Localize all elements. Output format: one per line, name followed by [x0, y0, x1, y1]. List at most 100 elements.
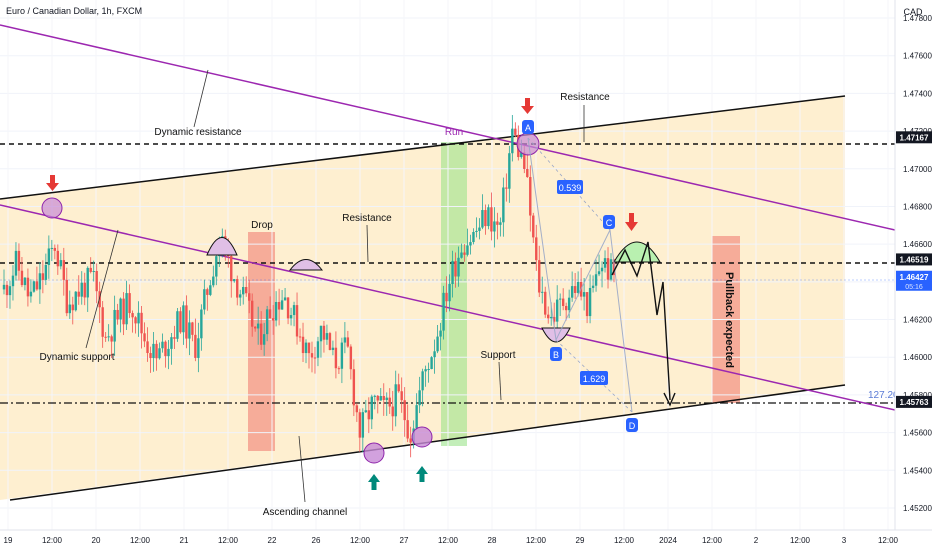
candle-body — [122, 298, 125, 325]
label-fib-extension: 127.20% — [868, 390, 908, 401]
candle-body — [427, 369, 430, 371]
candle-body — [173, 337, 176, 339]
candle-body — [265, 309, 269, 335]
candle-body — [292, 305, 296, 316]
price-label-value: 1.46427 — [900, 273, 929, 282]
candle-body — [597, 271, 601, 275]
candle-body — [567, 297, 571, 311]
candle-body — [197, 338, 200, 358]
time-tick-label: 12:00 — [702, 536, 723, 545]
candle-body — [295, 305, 299, 337]
resistance-arc-2 — [288, 259, 324, 271]
callout-resistance-mid — [366, 224, 369, 263]
label-resistance-mid: Resistance — [342, 213, 392, 224]
candle-body — [316, 341, 320, 358]
candle-body — [433, 351, 436, 358]
time-tick-label: 12:00 — [350, 536, 371, 545]
price-tick-label: 1.45400 — [903, 466, 932, 475]
candle-body — [125, 293, 128, 325]
candle-body — [343, 337, 347, 343]
candle-body — [349, 346, 353, 370]
candle-body — [594, 274, 598, 286]
candle-body — [298, 336, 302, 338]
swing-circle-low-2 — [411, 426, 433, 448]
candle-body — [110, 336, 113, 342]
time-tick-label: 12:00 — [130, 536, 151, 545]
callout-dynamic-resistance — [193, 69, 209, 128]
candle-body — [552, 316, 556, 322]
candle-body — [271, 318, 275, 321]
time-tick-label: 20 — [92, 536, 101, 545]
candle-body — [358, 412, 362, 438]
ratio-bc-label: 0.539 — [559, 183, 582, 193]
price-axis-labels: 1.47167 1.46519 1.46427 05:16 1.45763 — [896, 131, 932, 408]
channel-upper-line — [0, 95, 846, 200]
candle-body — [80, 282, 83, 297]
candle-body — [233, 279, 236, 282]
candle-body — [289, 315, 293, 319]
candle-body — [409, 438, 412, 443]
candle-body — [475, 230, 478, 233]
candle-body — [558, 298, 562, 300]
candle-body — [325, 333, 329, 340]
candle-body — [436, 336, 439, 352]
run-zone — [441, 142, 467, 446]
candle-body — [286, 297, 290, 319]
dynamic-support-line — [0, 204, 896, 411]
candle-body — [17, 250, 21, 271]
candle-body — [582, 292, 586, 297]
time-tick-label: 28 — [488, 536, 497, 545]
candle-body — [95, 271, 98, 292]
candle-body — [304, 342, 308, 354]
candle-body — [340, 342, 344, 369]
candle-body — [307, 342, 311, 354]
candle-body — [41, 273, 45, 280]
candle-body — [454, 260, 457, 277]
candle-body — [23, 277, 27, 286]
candle-body — [457, 257, 460, 277]
candle-body — [535, 237, 538, 261]
point-a-badge: A — [522, 120, 534, 134]
candle-body — [128, 293, 131, 314]
candle-body — [194, 334, 197, 358]
candle-body — [313, 357, 317, 359]
candle-body — [532, 215, 535, 238]
time-tick-label: 22 — [268, 536, 277, 545]
point-b-badge: B — [550, 347, 562, 361]
time-tick-label: 29 — [576, 536, 585, 545]
swing-circle-low-1 — [363, 442, 385, 464]
candle-body — [230, 256, 233, 282]
time-tick-label: 12:00 — [614, 536, 635, 545]
candle-body — [101, 307, 104, 337]
candle-body — [29, 291, 33, 297]
candle-body — [158, 348, 161, 359]
time-tick-label: 2024 — [659, 536, 677, 545]
price-tick-label: 1.47000 — [903, 165, 932, 174]
candle-body — [603, 258, 607, 268]
candle-body — [493, 221, 496, 232]
price-label-value: 1.46519 — [900, 255, 929, 264]
candle-body — [481, 210, 484, 228]
candle-body — [322, 325, 326, 340]
currency-label: CAD — [903, 7, 923, 17]
label-dynamic-resistance: Dynamic resistance — [154, 127, 242, 138]
candle-body — [35, 281, 39, 290]
callout-support — [498, 361, 502, 401]
candle-body — [391, 406, 394, 417]
candle-body — [573, 286, 577, 293]
candle-body — [262, 334, 266, 345]
time-tick-label: 12:00 — [438, 536, 459, 545]
candle-body — [89, 267, 92, 272]
candle-body — [484, 210, 487, 227]
time-tick-label: 12:00 — [878, 536, 899, 545]
candle-body — [50, 247, 54, 249]
candle-body — [600, 267, 604, 272]
candle-body — [385, 397, 388, 400]
time-tick-label: 3 — [842, 536, 847, 545]
price-tick-label: 1.46600 — [903, 240, 932, 249]
price-tick-label: 1.47600 — [903, 52, 932, 61]
candle-body — [11, 275, 15, 287]
time-tick-label: 12:00 — [526, 536, 547, 545]
candle-body — [47, 248, 51, 265]
